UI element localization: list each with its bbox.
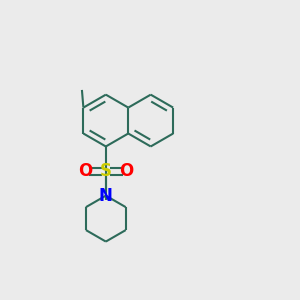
Text: O: O <box>119 163 134 181</box>
Text: S: S <box>100 163 112 181</box>
Text: O: O <box>78 163 92 181</box>
Text: N: N <box>99 187 113 205</box>
